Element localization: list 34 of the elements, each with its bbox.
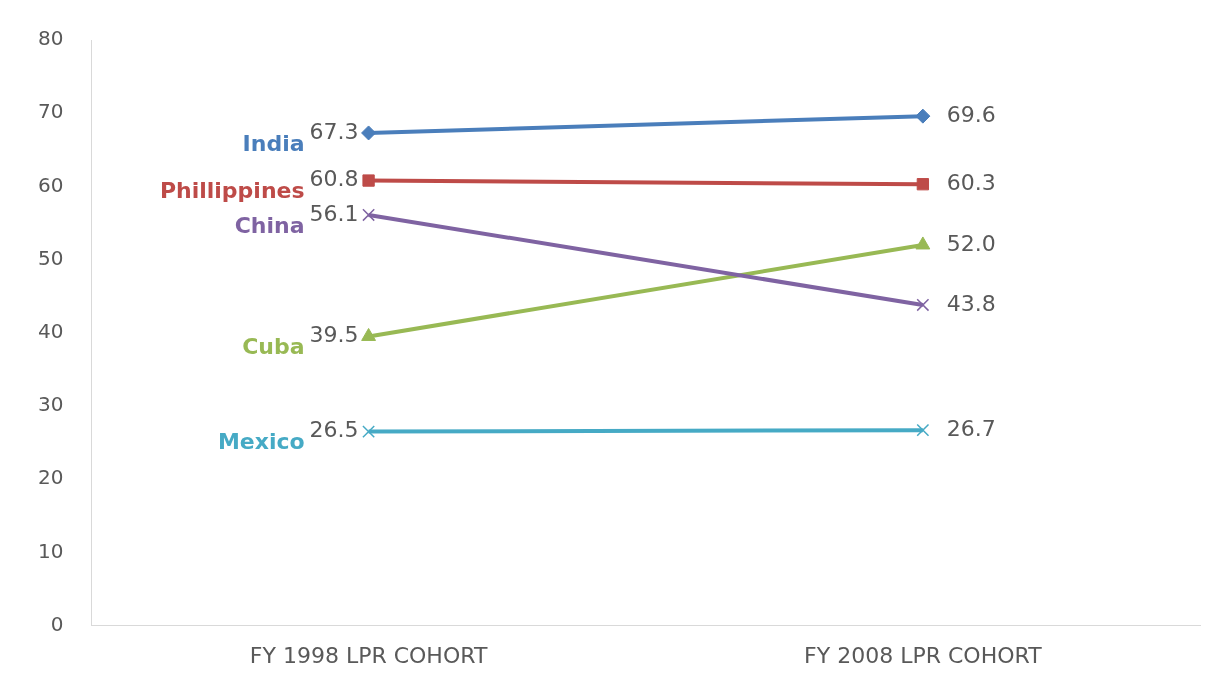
- point: [361, 125, 377, 141]
- data-label: 26.7: [946, 415, 996, 441]
- y-tick-label: 40: [38, 319, 64, 343]
- point: [362, 208, 375, 222]
- y-tick-label: 70: [38, 99, 64, 124]
- data-label: 52.0: [946, 230, 996, 256]
- text: India: [242, 130, 305, 156]
- data-label: 69.6: [946, 101, 996, 127]
- data-label: 39.5: [309, 322, 359, 348]
- y-tick-label: 50: [38, 245, 64, 270]
- y-tick-label: 0: [50, 611, 64, 636]
- x-tick-label: FY 1998 LPR COHORT: [249, 642, 488, 668]
- point: [916, 423, 930, 437]
- text: Mexico: [217, 429, 305, 455]
- data-label: 56.1: [309, 200, 359, 226]
- point: [916, 178, 930, 191]
- y-tick-label: 60: [38, 172, 64, 197]
- data-label: 26.5: [309, 417, 359, 443]
- y-tick-label: 10: [38, 538, 64, 563]
- point: [915, 108, 931, 124]
- text: China: [234, 212, 305, 238]
- data-label: 43.8: [946, 290, 996, 316]
- point: [362, 425, 375, 439]
- point: [362, 174, 375, 187]
- data-label: 60.3: [946, 169, 996, 195]
- point: [916, 298, 930, 312]
- y-tick-label: 20: [38, 465, 64, 490]
- text: Cuba: [242, 334, 305, 360]
- x-tick-label: FY 2008 LPR COHORT: [804, 642, 1043, 668]
- y-tick-label: 30: [38, 392, 64, 417]
- text: Phillippines: [159, 178, 305, 204]
- y-tick-label: 80: [38, 26, 64, 51]
- data-label: 60.8: [309, 166, 359, 192]
- data-label: 67.3: [309, 118, 359, 144]
